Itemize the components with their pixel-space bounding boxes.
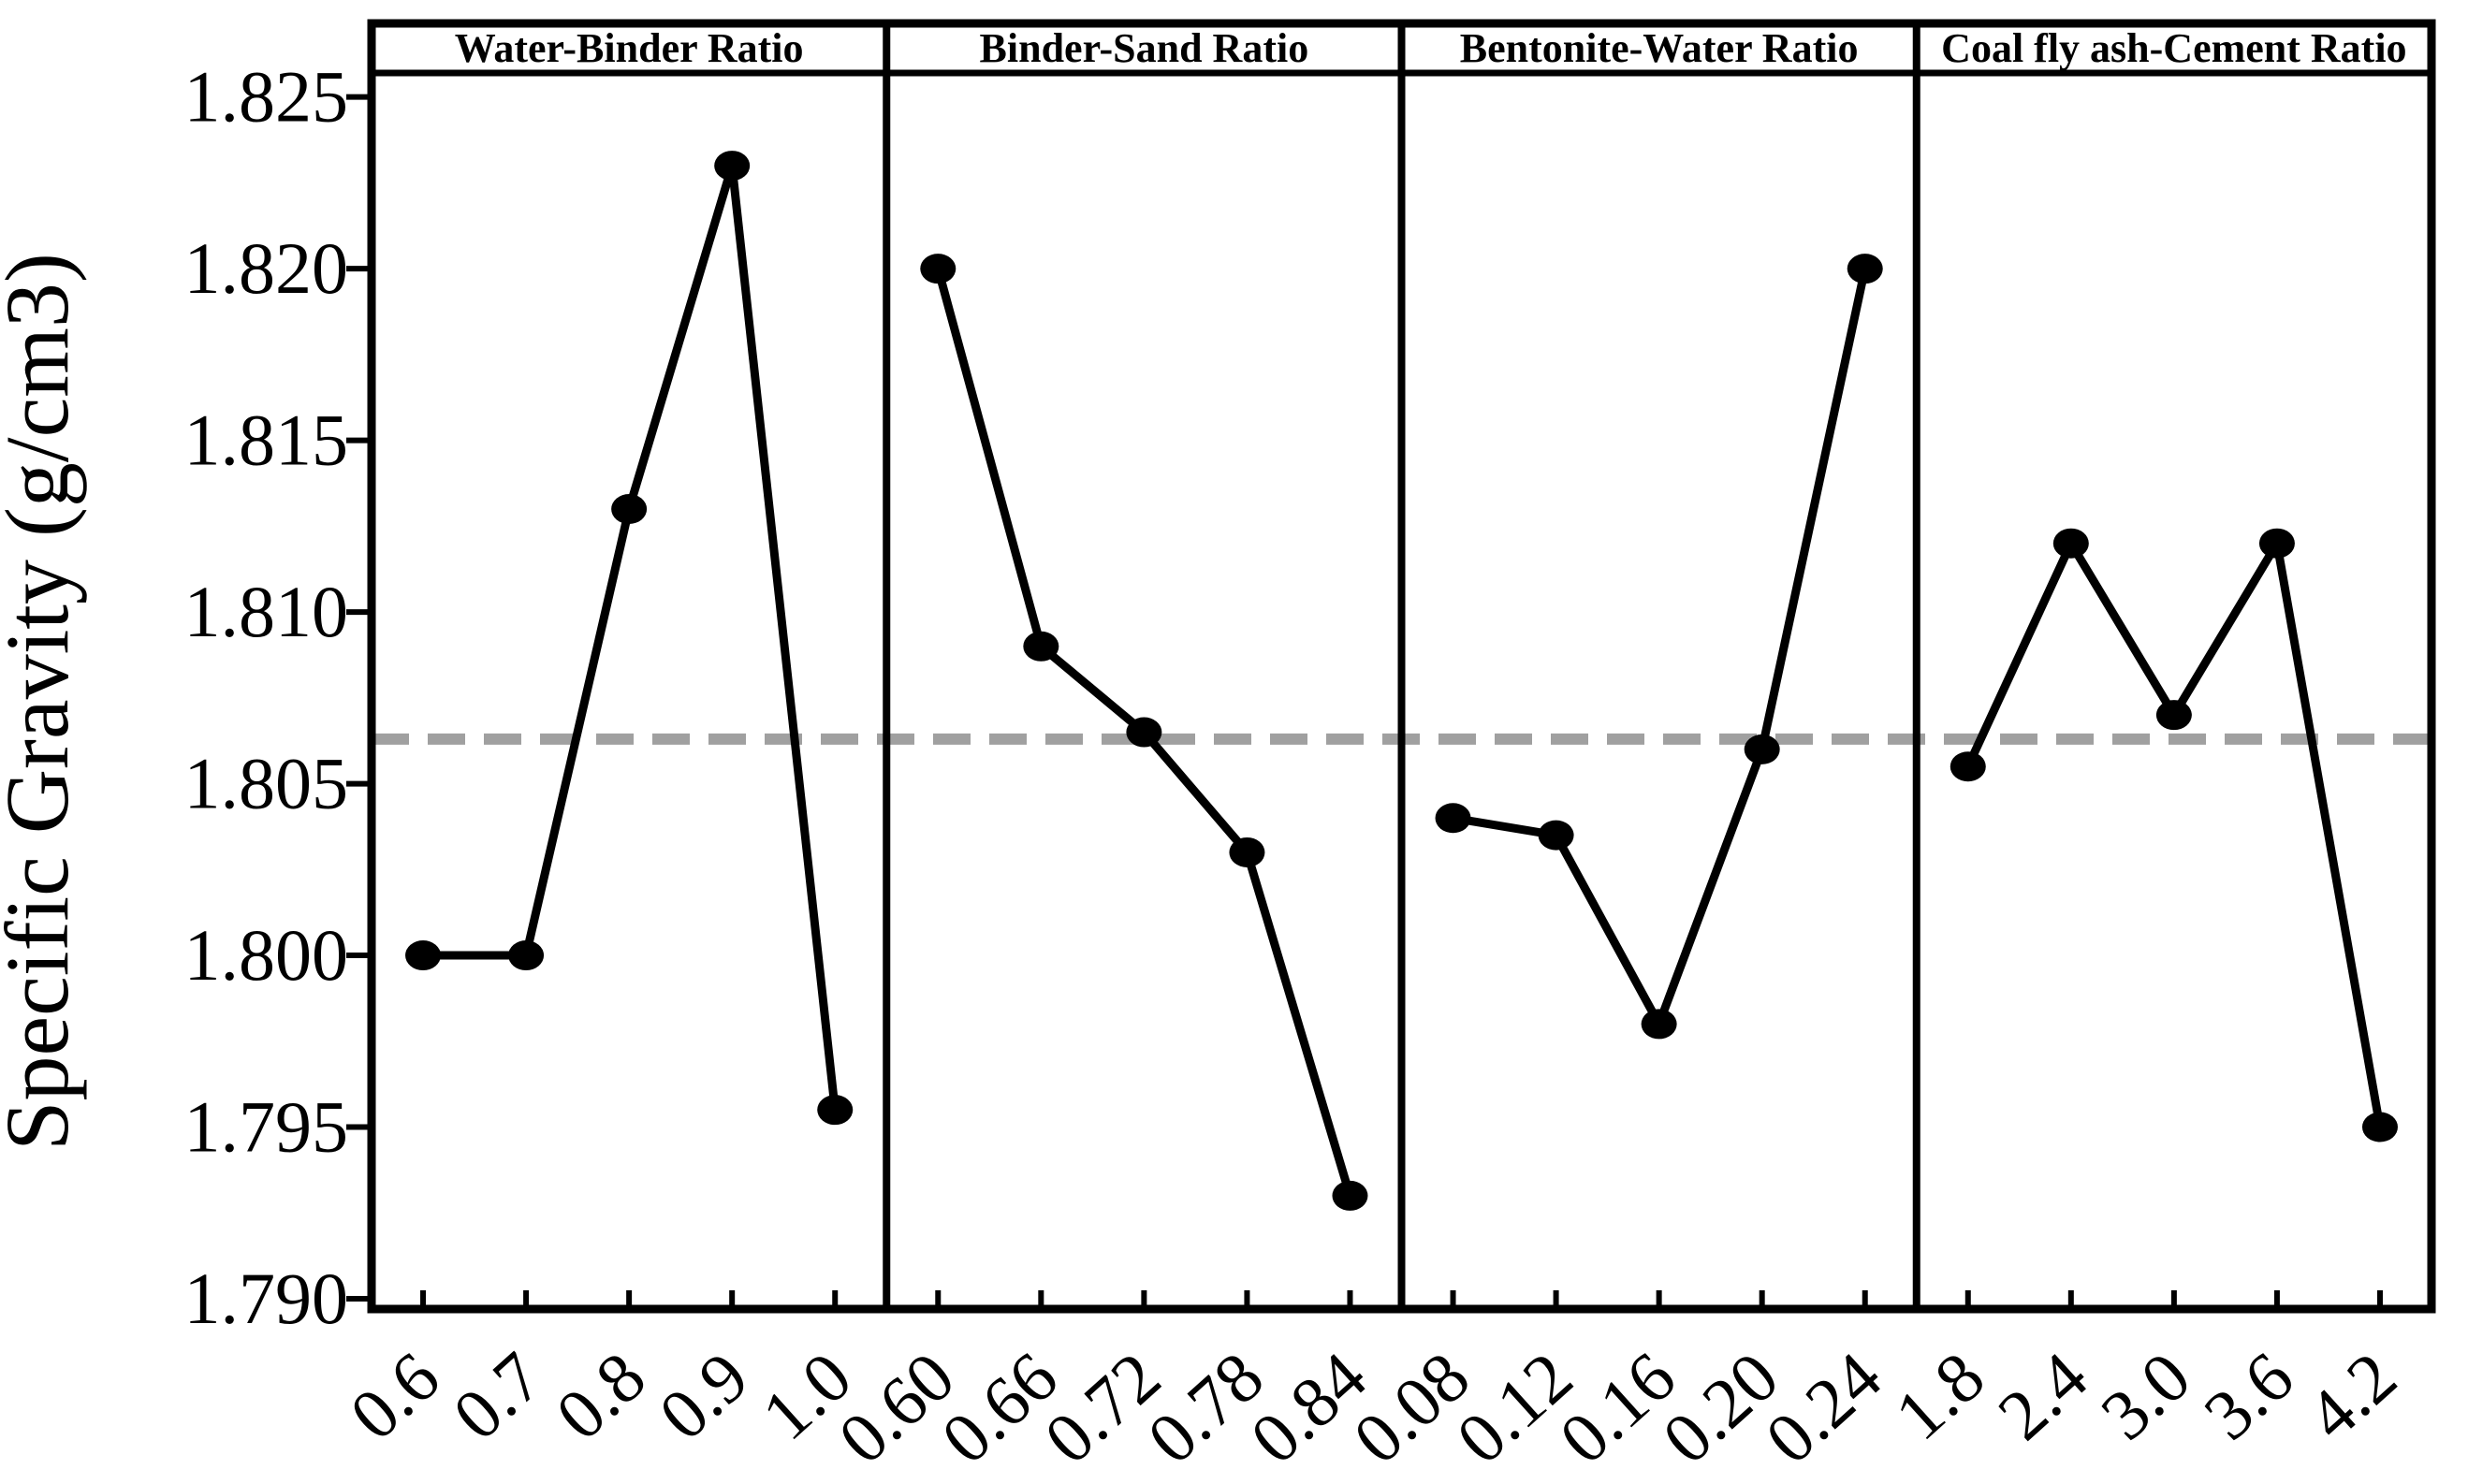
data-point	[817, 1095, 854, 1126]
panel-header: Water-Binder Ratio	[455, 25, 804, 71]
y-tick-label: 1.815	[184, 400, 349, 481]
data-point	[2258, 528, 2295, 559]
y-tick-label: 1.795	[184, 1086, 349, 1168]
y-tick-label: 1.805	[184, 743, 349, 824]
panel-header: Coal fly ash-Cement Ratio	[1941, 25, 2406, 71]
data-point	[1847, 254, 1883, 284]
plot-border	[367, 19, 2436, 1314]
data-point	[1023, 631, 1059, 662]
data-point	[1435, 803, 1471, 834]
data-point	[1641, 1009, 1677, 1040]
y-tick-label: 1.800	[184, 914, 349, 996]
data-point	[1744, 734, 1780, 764]
data-point	[714, 151, 751, 182]
data-point	[1538, 820, 1574, 851]
data-point	[2361, 1112, 2398, 1142]
data-point	[1950, 751, 1986, 782]
y-axis-title: Specific Gravity (g/cm3)	[0, 253, 87, 1151]
data-point	[508, 940, 545, 971]
y-tick-label: 1.825	[184, 56, 349, 138]
data-point	[1332, 1180, 1368, 1211]
y-tick-label: 1.810	[184, 571, 349, 652]
y-tick-label: 1.790	[184, 1258, 349, 1339]
data-point	[920, 254, 957, 284]
data-point	[611, 494, 648, 525]
data-point	[405, 940, 442, 971]
panel-header: Bentonite-Water Ratio	[1460, 25, 1859, 71]
y-tick-label: 1.820	[184, 227, 349, 309]
panel-header: Binder-Sand Ratio	[980, 25, 1309, 71]
data-point	[1229, 837, 1265, 867]
data-point	[2052, 528, 2089, 559]
data-point	[1126, 717, 1162, 748]
data-point	[2155, 700, 2192, 731]
